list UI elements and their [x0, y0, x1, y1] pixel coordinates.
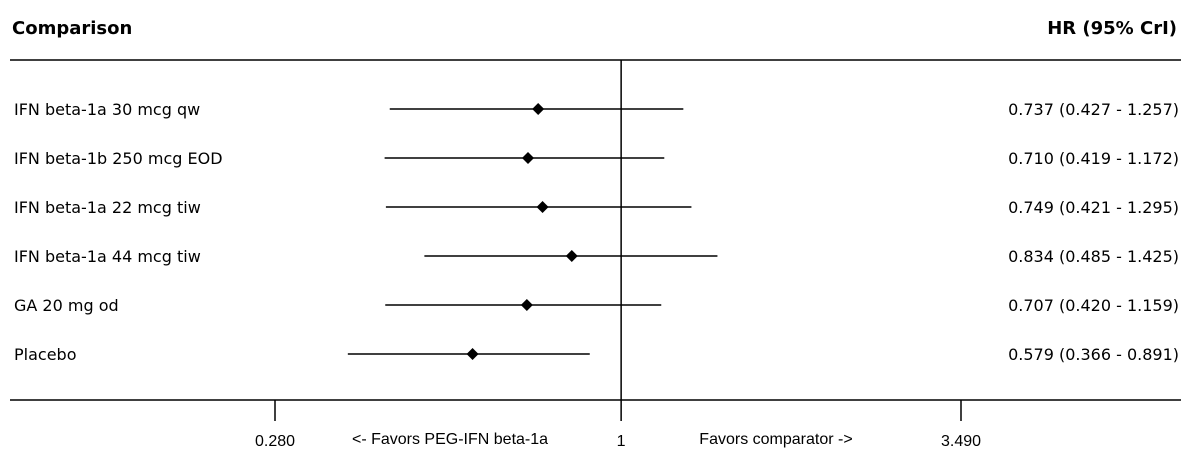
hr-value-text: 0.737 (0.427 - 1.257)	[1008, 100, 1179, 119]
row-label: GA 20 mg od	[14, 296, 119, 315]
row-label: IFN beta-1a 22 mcg tiw	[14, 198, 201, 217]
hr-value-text: 0.749 (0.421 - 1.295)	[1008, 198, 1179, 217]
point-estimate-diamond	[520, 299, 533, 311]
x-tick-label: 3.490	[941, 433, 981, 450]
point-estimate-diamond	[522, 152, 535, 164]
x-tick-label: 1	[617, 433, 626, 450]
favors-left-label: <- Favors PEG-IFN beta-1a	[352, 431, 548, 448]
column-header-hr: HR (95% CrI)	[1047, 18, 1177, 39]
row-label: IFN beta-1a 30 mcg qw	[14, 100, 200, 119]
favors-right-label: Favors comparator ->	[699, 431, 852, 448]
row-label: IFN beta-1a 44 mcg tiw	[14, 247, 201, 266]
column-header-comparison: Comparison	[12, 18, 133, 39]
point-estimate-diamond	[565, 250, 578, 262]
hr-value-text: 0.710 (0.419 - 1.172)	[1008, 149, 1179, 168]
x-tick-label: 0.280	[255, 433, 295, 450]
row-label: IFN beta-1b 250 mcg EOD	[14, 149, 223, 168]
row-label: Placebo	[14, 345, 76, 364]
point-estimate-diamond	[536, 201, 549, 213]
point-estimate-diamond	[532, 103, 545, 115]
hr-value-text: 0.834 (0.485 - 1.425)	[1008, 247, 1179, 266]
hr-value-text: 0.579 (0.366 - 0.891)	[1008, 345, 1179, 364]
point-estimate-diamond	[466, 348, 479, 360]
hr-value-text: 0.707 (0.420 - 1.159)	[1008, 296, 1179, 315]
